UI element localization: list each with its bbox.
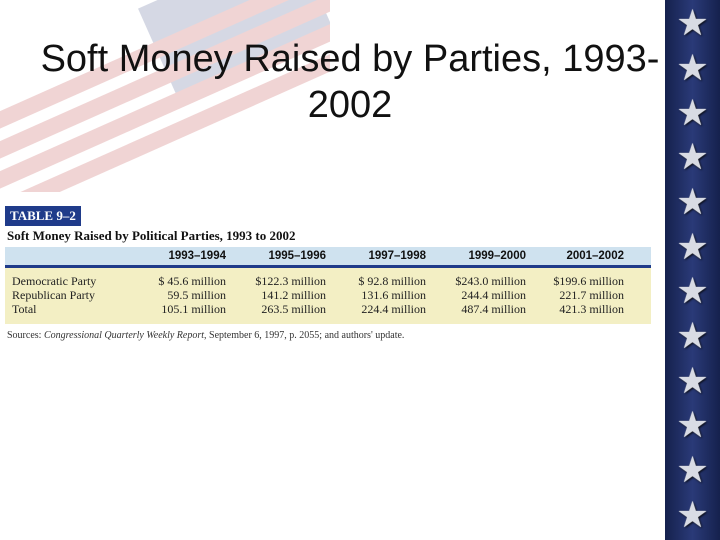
column-header: 1997–1998	[368, 250, 426, 262]
table-cell: 131.6 million	[361, 288, 426, 302]
star-icon: ★	[676, 92, 709, 134]
star-icon: ★	[676, 47, 709, 89]
table-cell: 221.7 million	[559, 288, 624, 302]
table-row: Total 105.1 million 263.5 million 224.4 …	[0, 302, 665, 316]
column-header: 1993–1994	[168, 250, 226, 262]
star-icon: ★	[676, 3, 709, 45]
table-cell: 105.1 million	[161, 302, 226, 316]
table-source: Sources: Congressional Quarterly Weekly …	[7, 330, 404, 341]
table-cell: 421.3 million	[559, 302, 624, 316]
table-cell: $ 92.8 million	[358, 274, 426, 288]
table-cell: $ 45.6 million	[158, 274, 226, 288]
slide-title: Soft Money Raised by Parties, 1993-2002	[40, 38, 660, 126]
table-cell: 244.4 million	[461, 288, 526, 302]
table-cell: 263.5 million	[261, 302, 326, 316]
star-icon: ★	[676, 181, 709, 223]
table-row: Republican Party 59.5 million 141.2 mill…	[0, 288, 665, 302]
column-header: 1999–2000	[468, 250, 526, 262]
column-header: 2001–2002	[566, 250, 624, 262]
star-column: ★ ★ ★ ★ ★ ★ ★ ★ ★ ★ ★ ★	[665, 0, 720, 540]
star-icon: ★	[676, 271, 709, 313]
source-details: , September 6, 1997, p. 2055; and author…	[204, 330, 405, 341]
column-header: 1995–1996	[268, 250, 326, 262]
table-cell: 487.4 million	[461, 302, 526, 316]
star-icon: ★	[676, 315, 709, 357]
row-label: Democratic Party	[12, 274, 97, 288]
star-icon: ★	[676, 494, 709, 536]
star-icon: ★	[676, 137, 709, 179]
data-table: TABLE 9–2 Soft Money Raised by Political…	[0, 192, 665, 350]
star-icon: ★	[676, 405, 709, 447]
table-cell: $199.6 million	[553, 274, 624, 288]
row-label: Republican Party	[12, 288, 95, 302]
star-icon: ★	[676, 226, 709, 268]
table-cell: 224.4 million	[361, 302, 426, 316]
source-prefix: Sources:	[7, 330, 44, 341]
table-body-band	[5, 268, 651, 324]
source-publication: Congressional Quarterly Weekly Report	[43, 330, 205, 341]
table-cell: 141.2 million	[261, 288, 326, 302]
table-row: Democratic Party $ 45.6 million $122.3 m…	[0, 274, 665, 288]
table-cell: 59.5 million	[167, 288, 226, 302]
table-caption: Soft Money Raised by Political Parties, …	[7, 228, 296, 243]
star-icon: ★	[676, 360, 709, 402]
star-icon: ★	[676, 449, 709, 491]
table-header-band	[5, 247, 651, 268]
row-label: Total	[12, 302, 37, 316]
table-cell: $122.3 million	[255, 274, 326, 288]
table-label: TABLE 9–2	[5, 206, 81, 226]
table-cell: $243.0 million	[455, 274, 526, 288]
